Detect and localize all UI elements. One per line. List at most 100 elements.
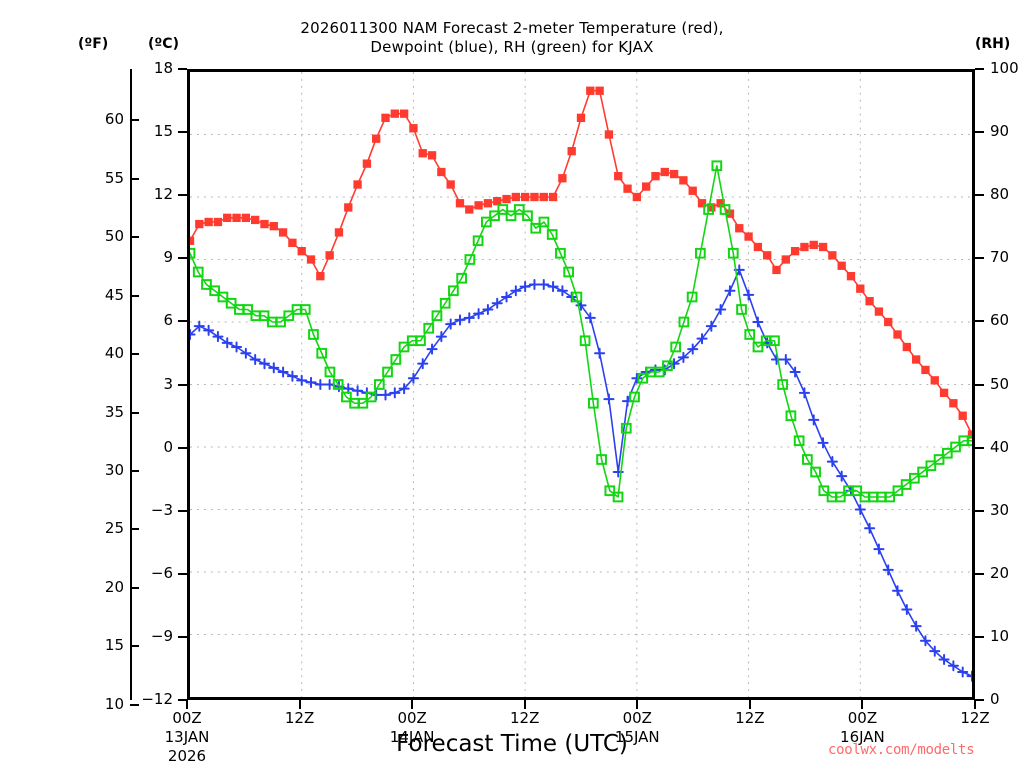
fahrenheit-tick (130, 294, 139, 297)
grid-and-series (190, 72, 972, 697)
chart-title-line2: Dewpoint (blue), RH (green) for KJAX (370, 38, 654, 56)
fahrenheit-tick-label: 20 (104, 577, 124, 596)
x-tick-day-label: 16JAN (840, 728, 885, 746)
x-tick-label: 00Z (622, 709, 652, 727)
x-tick-day-label: 15JAN (614, 728, 660, 746)
fahrenheit-tick (130, 119, 139, 122)
rh-tick (975, 383, 984, 386)
rh-tick (975, 194, 984, 197)
celsius-tick (178, 383, 187, 386)
fahrenheit-tick-label: 10 (104, 694, 124, 713)
fahrenheit-tick-label: 45 (104, 285, 124, 304)
rh-tick-label: 90 (990, 122, 1010, 141)
fahrenheit-tick (130, 586, 139, 589)
x-tick-label: 12Z (960, 709, 990, 727)
celsius-tick-label: 6 (163, 311, 173, 330)
fahrenheit-tick-label: 55 (104, 168, 124, 187)
fahrenheit-tick-label: 15 (104, 636, 124, 655)
fahrenheit-tick-label: 35 (104, 402, 124, 421)
x-tick (861, 700, 864, 709)
celsius-tick (178, 572, 187, 575)
celsius-tick (178, 131, 187, 134)
x-tick (523, 700, 526, 709)
rh-tick (975, 509, 984, 512)
rh-tick-label: 100 (990, 59, 1019, 77)
celsius-tick-label: −6 (150, 563, 173, 582)
rh-tick-label: 80 (990, 185, 1010, 204)
x-tick (298, 700, 301, 709)
fahrenheit-tick-label: 40 (104, 344, 124, 363)
x-tick-year-label: 2026 (167, 747, 207, 765)
rh-tick-label: 40 (990, 437, 1010, 456)
celsius-axis-unit-label: (ºC) (148, 36, 179, 52)
celsius-tick (178, 194, 187, 197)
series-rh (190, 160, 972, 503)
x-tick-label: 00Z (397, 709, 427, 727)
rh-tick (975, 320, 984, 323)
rh-tick-label: 0 (990, 690, 1000, 708)
fahrenheit-axis-spine (130, 69, 132, 700)
celsius-tick-label: −9 (150, 626, 173, 645)
celsius-tick-label: 18 (153, 59, 173, 77)
celsius-tick-label: 9 (163, 248, 173, 267)
x-tick-label: 12Z (735, 709, 765, 727)
celsius-tick (178, 446, 187, 449)
x-tick (974, 700, 976, 709)
rh-axis-unit-label: (RH) (975, 36, 1011, 52)
rh-tick (975, 699, 984, 701)
rh-tick (975, 572, 984, 575)
credit-watermark: coolwx.com/modelts (828, 742, 975, 758)
x-tick-label: 00Z (847, 709, 878, 727)
x-tick-label: 00Z (172, 709, 202, 727)
x-tick-day-label: 14JAN (389, 728, 435, 746)
x-axis-title: Forecast Time (UTC) (396, 731, 628, 757)
fahrenheit-tick (130, 236, 139, 239)
celsius-tick (178, 257, 187, 260)
rh-tick-label: 70 (990, 248, 1010, 267)
series-temperature (190, 86, 972, 439)
rh-tick-label: 60 (990, 311, 1010, 330)
series-dewpoint (190, 264, 972, 682)
fahrenheit-tick (130, 353, 139, 356)
rh-tick-label: 30 (990, 500, 1010, 519)
fahrenheit-tick-label: 25 (104, 519, 124, 538)
celsius-tick (178, 509, 187, 512)
celsius-tick-label: −12 (141, 690, 173, 708)
fahrenheit-tick (130, 469, 139, 472)
fahrenheit-tick (130, 703, 139, 706)
fahrenheit-tick (130, 411, 139, 414)
rh-tick-label: 10 (990, 626, 1010, 645)
celsius-tick (178, 68, 187, 70)
x-tick-day-label: 13JAN (164, 728, 210, 746)
celsius-tick-label: 0 (163, 437, 173, 456)
chart-title-line1: 2026011300 NAM Forecast 2-meter Temperat… (300, 19, 724, 37)
fahrenheit-tick (130, 645, 139, 648)
x-tick-label: 12Z (510, 709, 540, 727)
rh-tick (975, 131, 984, 134)
x-tick (748, 700, 751, 709)
celsius-tick (178, 635, 187, 638)
rh-tick (975, 446, 984, 449)
celsius-tick (178, 320, 187, 323)
rh-tick (975, 257, 984, 260)
fahrenheit-tick-label: 50 (104, 227, 124, 246)
fahrenheit-axis-unit-label: (ºF) (78, 36, 109, 52)
rh-tick-label: 20 (990, 563, 1010, 582)
plot-area (187, 69, 975, 700)
fahrenheit-tick (130, 177, 139, 180)
rh-tick (975, 635, 984, 638)
celsius-tick-label: 3 (163, 374, 173, 393)
x-tick (636, 700, 639, 709)
fahrenheit-tick (130, 528, 139, 531)
rh-tick-label: 50 (990, 374, 1010, 393)
celsius-tick-label: −3 (150, 500, 173, 519)
x-tick (186, 700, 188, 709)
celsius-tick-label: 15 (153, 122, 173, 141)
celsius-tick (178, 699, 187, 701)
x-tick-label: 12Z (284, 709, 315, 727)
rh-tick (975, 68, 984, 70)
fahrenheit-tick-label: 60 (104, 110, 124, 129)
celsius-tick-label: 12 (153, 185, 173, 204)
fahrenheit-tick-label: 30 (104, 460, 124, 479)
